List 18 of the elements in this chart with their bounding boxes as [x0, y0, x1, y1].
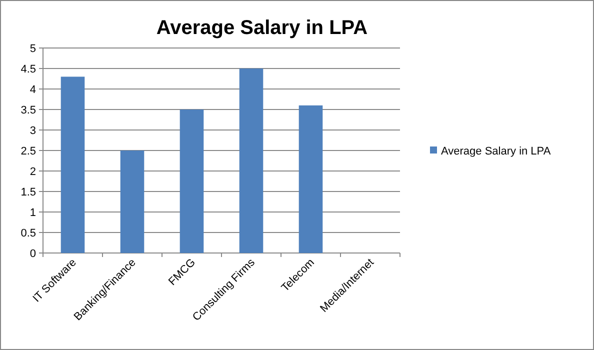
bar	[298, 105, 323, 253]
bar	[239, 68, 264, 253]
chart-title: Average Salary in LPA	[156, 17, 368, 39]
bar	[60, 76, 85, 253]
y-tick-label: 4	[30, 84, 36, 96]
y-tick-label: 3.5	[20, 104, 36, 116]
y-tick-label: 0.5	[20, 227, 36, 240]
y-tick-label: 4.5	[20, 63, 36, 76]
bar	[120, 150, 144, 253]
y-tick-label: 1.5	[20, 186, 36, 198]
y-tick-label: 0	[30, 248, 36, 260]
bar	[180, 110, 204, 253]
y-tick-label: 2	[30, 166, 36, 178]
y-tick-label: 3	[30, 124, 36, 137]
y-tick-label: 5	[30, 42, 36, 55]
y-tick-label: 1	[30, 206, 36, 219]
legend-label: Average Salary in LPA	[441, 145, 552, 158]
y-tick-label: 2.5	[20, 145, 36, 158]
